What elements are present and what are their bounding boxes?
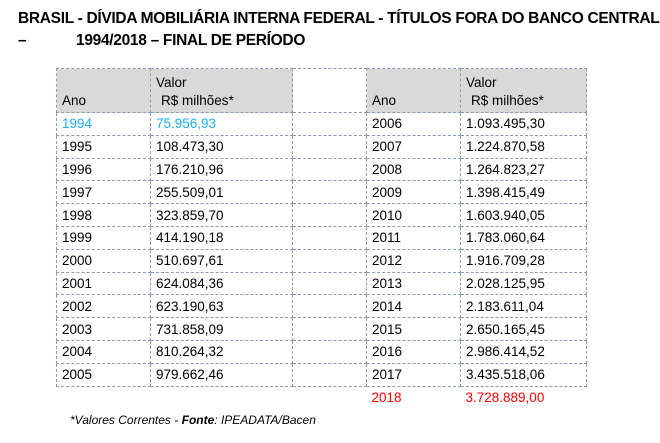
value-cell: 623.190,63 (150, 294, 293, 319)
year-cell: 2016 (366, 339, 461, 364)
spacer-cell (292, 271, 367, 296)
header-ano: Ano (56, 68, 151, 113)
year-cell: 2014 (366, 294, 461, 319)
table-header-row: Ano Valor R$ milhões* Ano Valor R$ milhões… (56, 68, 587, 113)
header-valor-label: Valor (156, 75, 187, 90)
year-cell: 1994 (56, 112, 151, 136)
value-cell: 3.435.518,06 (460, 362, 587, 387)
value-cell: 2.183.611,04 (460, 294, 587, 319)
header-valor-unit-2: R$ milhões* (471, 93, 544, 108)
spacer-cell (292, 317, 367, 341)
table-row: 2004 810.264,32 2016 2.986.414,52 (56, 339, 587, 364)
spacer-cell (292, 157, 367, 182)
header-valor: Valor R$ milhões* (150, 68, 293, 113)
year-cell: 2013 (366, 271, 461, 296)
year-cell: 2011 (366, 225, 461, 250)
title-period: 1994/2018 – FINAL DE PERÍODO (76, 32, 306, 49)
spacer-cell (292, 180, 367, 205)
year-cell: 2000 (56, 248, 151, 273)
header-ano-2: Ano (366, 68, 461, 113)
title-line-2: – 1994/2018 – FINAL DE PERÍODO (18, 30, 659, 52)
value-cell: 731.858,09 (150, 317, 293, 341)
value-cell: 108.473,30 (150, 134, 293, 159)
spacer-cell (292, 134, 367, 159)
spacer-cell (292, 362, 367, 387)
spacer-cell (292, 68, 367, 113)
year-cell: 2006 (366, 112, 461, 136)
table-row: 1995 108.473,30 2007 1.224.870,58 (56, 134, 587, 159)
value-cell: 1.224.870,58 (460, 134, 587, 159)
value-cell: 810.264,32 (150, 339, 293, 364)
year-cell: 2018 (371, 389, 402, 405)
year-cell: 2001 (56, 271, 151, 296)
value-cell: 414.190,18 (150, 225, 293, 250)
spacer-cell (292, 248, 367, 273)
table-row: 1999 414.190,18 2011 1.783.060,64 (56, 225, 587, 250)
debt-table: Ano Valor R$ milhões* Ano Valor R$ milhões… (56, 68, 587, 408)
year-cell: 2009 (366, 180, 461, 205)
footnote-source: : IPEADATA/Bacen (214, 413, 316, 427)
value-cell: 1.264.823,27 (460, 157, 587, 182)
year-cell: 1999 (56, 225, 151, 250)
footnote: *Valores Correntes - Fonte: IPEADATA/Bac… (70, 413, 316, 427)
year-cell (57, 386, 151, 408)
value-cell: 3.728.889,00 (465, 389, 545, 405)
value-cell: 2.028.125,95 (460, 271, 587, 296)
table-row: 2002 623.190,63 2014 2.183.611,04 (56, 294, 587, 319)
value-cell: 979.662,46 (150, 362, 293, 387)
year-cell: 2010 (366, 203, 461, 227)
table-row: 1998 323.859,70 2010 1.603.940,05 (56, 203, 587, 227)
value-cell (151, 386, 293, 408)
value-cell: 176.210,96 (150, 157, 293, 182)
value-cell: 1.783.060,64 (460, 225, 587, 250)
value-cell: 75.956,93 (150, 112, 293, 136)
header-valor-unit: R$ milhões* (161, 93, 234, 108)
table-row: 2000 510.697,61 2012 1.916.709,28 (56, 248, 587, 273)
year-cell: 2007 (366, 134, 461, 159)
year-cell: 2004 (56, 339, 151, 364)
spacer-cell (292, 112, 367, 136)
table-row: 1996 176.210,96 2008 1.264.823,27 (56, 157, 587, 182)
year-cell: 2003 (56, 317, 151, 341)
table-row: 1997 255.509,01 2009 1.398.415,49 (56, 180, 587, 205)
spacer-cell (292, 294, 367, 319)
table-row: 2018 3.728.889,00 (57, 386, 587, 408)
year-cell: 1997 (56, 180, 151, 205)
header-valor-2: Valor R$ milhões* (460, 68, 587, 113)
spacer-cell (292, 225, 367, 250)
value-cell: 1.093.495,30 (460, 112, 587, 136)
spacer-cell (293, 386, 367, 408)
page-title: BRASIL - DÍVIDA MOBILIÁRIA INTERNA FEDER… (18, 8, 660, 52)
spacer-cell (292, 203, 367, 227)
table-row: 2005 979.662,46 2017 3.435.518,06 (56, 362, 587, 387)
title-line-1: BRASIL - DÍVIDA MOBILIÁRIA INTERNA FEDER… (18, 10, 660, 27)
title-dash: – (18, 32, 27, 49)
value-cell: 2.650.165,45 (460, 317, 587, 341)
table-row: 2003 731.858,09 2015 2.650.165,45 (56, 317, 587, 341)
year-cell: 2005 (56, 362, 151, 387)
table-row: 2001 624.084,36 2013 2.028.125,95 (56, 271, 587, 296)
year-cell: 1998 (56, 203, 151, 227)
year-cell: 1995 (56, 134, 151, 159)
footnote-text: *Valores Correntes - (70, 413, 182, 427)
value-cell: 255.509,01 (150, 180, 293, 205)
value-cell: 510.697,61 (150, 248, 293, 273)
year-cell: 2002 (56, 294, 151, 319)
value-cell: 323.859,70 (150, 203, 293, 227)
year-cell: 2012 (366, 248, 461, 273)
table-row: 1994 75.956,93 2006 1.093.495,30 (56, 112, 587, 136)
value-cell: 1.398.415,49 (460, 180, 587, 205)
footnote-source-label: Fonte (181, 413, 215, 427)
value-cell: 1.916.709,28 (460, 248, 587, 273)
year-cell: 1996 (56, 157, 151, 182)
header-valor-label-2: Valor (466, 75, 497, 90)
year-cell: 2017 (366, 362, 461, 387)
spacer-cell (292, 339, 367, 364)
value-cell: 1.603.940,05 (460, 203, 587, 227)
value-cell: 624.084,36 (150, 271, 293, 296)
value-cell: 2.986.414,52 (460, 339, 587, 364)
year-cell: 2015 (366, 317, 461, 341)
year-cell: 2008 (366, 157, 461, 182)
